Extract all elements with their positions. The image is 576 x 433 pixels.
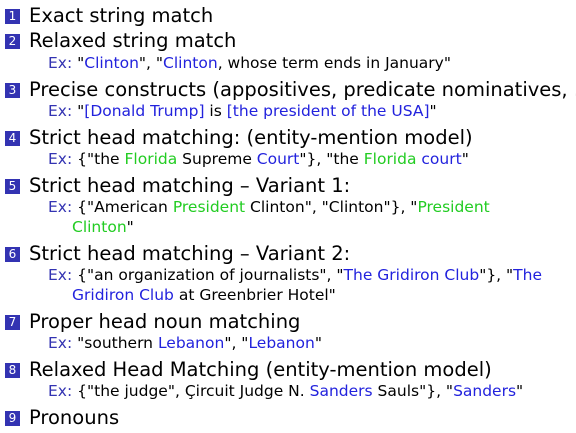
example-text: {"the xyxy=(72,150,125,168)
item-2-number: 2 xyxy=(5,34,20,49)
item-7-number: 7 xyxy=(5,315,20,330)
item-2-example: Ex: "Clinton", "Clinton, whose term ends… xyxy=(48,54,451,73)
example-highlight-green: Florida xyxy=(124,150,178,168)
example-text: " xyxy=(516,382,524,400)
example-label: Ex: xyxy=(48,150,73,168)
example-text: Clinton", "Clinton"}, " xyxy=(245,198,418,216)
item-4-number: 4 xyxy=(5,131,20,146)
item-2-title: Relaxed string match xyxy=(29,29,237,52)
example-text: Supreme xyxy=(177,150,257,168)
item-9-heading: 9 Pronouns xyxy=(5,406,119,430)
item-1-title: Exact string match xyxy=(29,4,214,27)
example-highlight-blue: Sanders xyxy=(453,382,517,400)
item-5-example: Ex: {"American President Clinton", "Clin… xyxy=(48,198,490,217)
example-text: , whose term ends in January" xyxy=(217,54,451,72)
example-highlight-blue: Clinton xyxy=(84,54,139,72)
example-text: {"American xyxy=(72,198,173,216)
item-8-number: 8 xyxy=(5,363,20,378)
item-4-example: Ex: {"the Florida Supreme Court"}, "the … xyxy=(48,150,469,169)
example-highlight-blue: The xyxy=(513,266,542,284)
example-highlight-blue: [the president of the USA] xyxy=(226,102,430,120)
item-7-title: Proper head noun matching xyxy=(29,310,301,333)
item-6-number: 6 xyxy=(5,247,20,262)
item-4-heading: 4 Strict head matching: (entity-mention m… xyxy=(5,126,473,150)
example-highlight-blue: Court xyxy=(256,150,300,168)
item-4-title: Strict head matching: (entity-mention mo… xyxy=(29,126,473,149)
example-highlight-blue: Lebanon xyxy=(248,334,315,352)
item-6-title: Strict head matching – Variant 2: xyxy=(29,242,351,265)
example-text: ", " xyxy=(138,54,164,72)
item-6-example: Ex: {"an organization of journalists", "… xyxy=(48,266,542,285)
example-text: " xyxy=(72,54,85,72)
item-5-heading: 5 Strict head matching – Variant 1: xyxy=(5,174,350,198)
item-8-heading: 8 Relaxed Head Matching (entity-mention m… xyxy=(5,358,492,382)
example-text: "}, " xyxy=(479,266,514,284)
example-text: " xyxy=(72,102,85,120)
example-highlight-green: Florida xyxy=(363,150,417,168)
item-3-number: 3 xyxy=(5,83,20,98)
item-6-heading: 6 Strict head matching – Variant 2: xyxy=(5,242,350,266)
item-3-heading: 3 Precise constructs (appositives, predic… xyxy=(5,78,576,102)
item-3-title: Precise constructs (appositives, predica… xyxy=(29,78,576,101)
example-highlight-blue: Gridiron Club xyxy=(72,286,174,304)
example-text: ", " xyxy=(224,334,249,352)
example-label: Ex: xyxy=(48,102,73,120)
item-2-heading: 2 Relaxed string match xyxy=(5,29,236,53)
item-9-number: 9 xyxy=(5,411,20,426)
item-5-example-cont: Clinton" xyxy=(72,218,134,237)
example-text: " xyxy=(429,102,437,120)
item-9-title: Pronouns xyxy=(29,406,120,429)
example-text: at Greenbrier Hotel" xyxy=(173,286,336,304)
example-text: " xyxy=(126,218,134,236)
example-highlight-blue: Lebanon xyxy=(157,334,225,352)
example-text: "}, "the xyxy=(299,150,364,168)
item-5-number: 5 xyxy=(5,179,20,194)
example-text: Sauls"}, " xyxy=(372,382,454,400)
example-text: is xyxy=(204,102,227,120)
item-3-example: Ex: "[Donald Trump] is [the president of… xyxy=(48,102,437,121)
example-text: {"the judge", Çircuit Judge N. xyxy=(72,382,310,400)
example-highlight-green: Clinton xyxy=(72,218,127,236)
example-label: Ex: xyxy=(48,198,73,216)
example-highlight-blue: Sanders xyxy=(309,382,373,400)
item-8-title: Relaxed Head Matching (entity-mention mo… xyxy=(29,358,492,381)
example-highlight-blue: Clinton xyxy=(163,54,218,72)
example-text: "southern xyxy=(72,334,158,352)
item-8-example: Ex: {"the judge", Çircuit Judge N. Sande… xyxy=(48,382,523,401)
example-label: Ex: xyxy=(48,54,73,72)
example-highlight-blue: The Gridiron Club xyxy=(343,266,480,284)
item-5-title: Strict head matching – Variant 1: xyxy=(29,174,351,197)
item-6-example-cont: Gridiron Club at Greenbrier Hotel" xyxy=(72,286,336,305)
item-7-example: Ex: "southern Lebanon", "Lebanon" xyxy=(48,334,322,353)
example-text: " xyxy=(314,334,322,352)
item-1-heading: 1 Exact string match xyxy=(5,4,213,28)
item-1-number: 1 xyxy=(5,9,20,24)
example-highlight-blue: court xyxy=(421,150,462,168)
example-text: {"an organization of journalists", " xyxy=(72,266,344,284)
example-highlight-green: President xyxy=(172,198,246,216)
example-text: " xyxy=(461,150,469,168)
example-highlight-green: President xyxy=(417,198,490,216)
example-label: Ex: xyxy=(48,382,73,400)
example-highlight-blue: [Donald Trump] xyxy=(84,102,205,120)
example-label: Ex: xyxy=(48,334,73,352)
item-7-heading: 7 Proper head noun matching xyxy=(5,310,300,334)
example-label: Ex: xyxy=(48,266,73,284)
